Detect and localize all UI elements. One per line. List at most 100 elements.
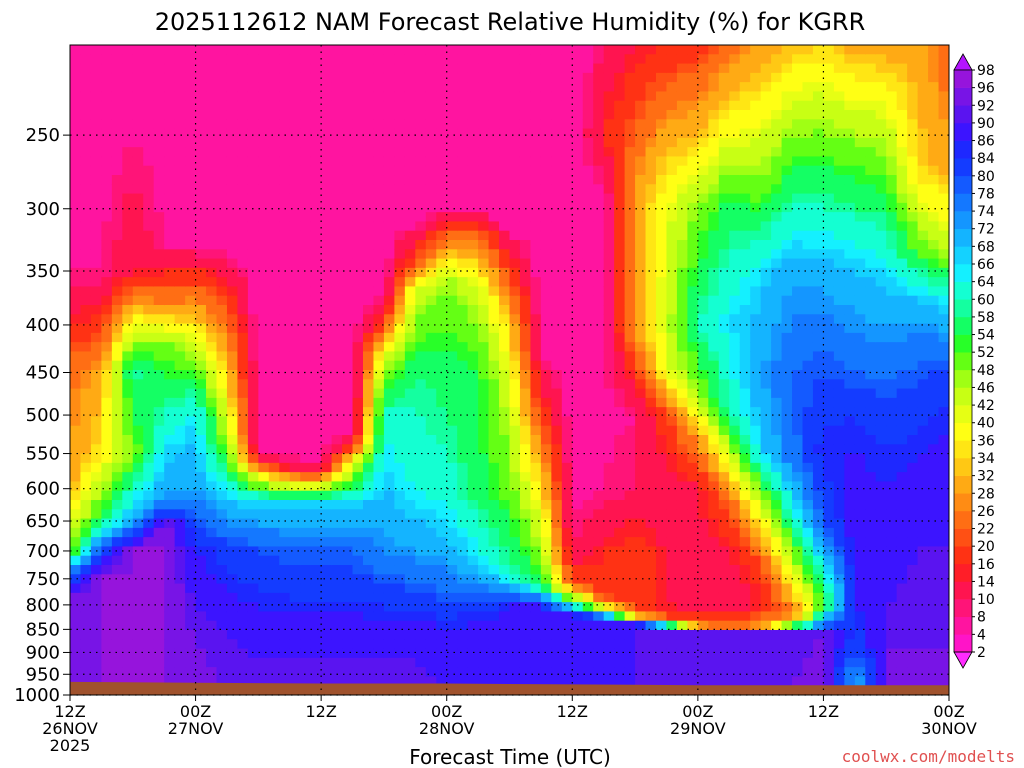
rh-cell: [310, 202, 322, 213]
rh-cell: [656, 453, 668, 464]
rh-cell: [572, 240, 584, 250]
rh-cell: [635, 630, 647, 640]
rh-cell: [342, 407, 354, 418]
rh-cell: [195, 509, 207, 520]
rh-cell: [352, 425, 364, 436]
rh-cell: [363, 490, 375, 501]
rh-cell: [499, 286, 511, 297]
rh-cell: [666, 657, 678, 668]
rh-cell: [174, 509, 186, 520]
rh-cell: [718, 202, 730, 213]
rh-cell: [310, 435, 322, 445]
rh-cell: [363, 500, 375, 510]
rh-cell: [153, 639, 165, 650]
rh-cell: [352, 472, 364, 483]
rh-cell: [80, 537, 92, 548]
rh-cell: [226, 212, 239, 223]
rh-cell: [802, 258, 814, 269]
rh-cell: [342, 240, 354, 250]
rh-cell: [174, 453, 186, 464]
rh-cell: [425, 667, 437, 678]
rh-cell: [383, 323, 395, 334]
rh-cell: [467, 639, 479, 650]
rh-cell: [750, 156, 762, 167]
rh-cell: [310, 370, 322, 380]
rh-cell: [415, 509, 427, 520]
rh-cell: [206, 490, 218, 501]
rh-cell: [551, 119, 563, 130]
rh-cell: [90, 277, 102, 288]
rh-cell: [530, 407, 542, 418]
rh-cell: [687, 537, 699, 548]
rh-cell: [509, 425, 521, 436]
rh-cell: [729, 332, 741, 343]
rh-cell: [279, 54, 291, 65]
rh-cell: [488, 481, 500, 492]
rh-cell: [132, 620, 144, 631]
rh-cell: [70, 490, 82, 501]
rh-cell: [519, 397, 532, 408]
rh-cell: [551, 295, 563, 306]
rh-cell: [781, 565, 793, 575]
rh-cell: [697, 657, 709, 668]
rh-cell: [331, 490, 343, 501]
rh-cell: [729, 379, 741, 390]
rh-cell: [310, 137, 322, 148]
rh-cell: [310, 657, 322, 668]
rh-cell: [676, 230, 688, 241]
rh-cell: [551, 379, 563, 390]
rh-cell: [174, 147, 186, 158]
rh-cell: [164, 175, 176, 185]
rh-cell: [708, 258, 720, 269]
rh-cell: [321, 221, 333, 232]
rh-cell: [101, 175, 113, 185]
rh-cell: [226, 481, 239, 492]
rh-cell: [488, 435, 500, 445]
rh-cell: [676, 611, 688, 622]
rh-cell: [499, 351, 511, 362]
rh-cell: [111, 509, 123, 520]
rh-cell: [237, 472, 249, 483]
rh-cell: [635, 147, 647, 158]
rh-cell: [488, 527, 500, 538]
rh-cell: [614, 500, 626, 510]
rh-cell: [739, 100, 751, 111]
rh-cell: [729, 305, 741, 315]
rh-cell: [760, 667, 772, 678]
rh-cell: [666, 314, 678, 325]
rh-cell: [729, 620, 741, 631]
rh-cell: [582, 360, 594, 371]
rh-cell: [645, 435, 657, 445]
rh-cell: [237, 258, 249, 269]
rh-cell: [425, 657, 437, 668]
rh-cell: [656, 630, 668, 640]
rh-cell: [226, 137, 239, 148]
rh-cell: [792, 332, 804, 343]
rh-cell: [530, 416, 542, 427]
rh-cell: [383, 490, 395, 501]
rh-cell: [624, 277, 636, 288]
rh-cell: [750, 175, 762, 185]
rh-cell: [383, 425, 395, 436]
rh-cell: [708, 175, 720, 185]
rh-cell: [394, 602, 406, 613]
rh-cell: [373, 175, 385, 185]
rh-cell: [436, 416, 448, 427]
rh-cell: [687, 110, 699, 120]
rh-cell: [572, 435, 584, 445]
rh-cell: [258, 323, 270, 334]
rh-cell: [519, 184, 532, 195]
rh-cell: [425, 509, 437, 520]
rh-cell: [509, 82, 521, 93]
rh-cell: [519, 342, 532, 353]
rh-cell: [729, 175, 741, 185]
rh-cell: [551, 147, 563, 158]
rh-cell: [645, 258, 657, 269]
rh-cell: [373, 630, 385, 640]
rh-cell: [352, 91, 364, 102]
rh-cell: [540, 221, 552, 232]
rh-cell: [289, 425, 301, 436]
rh-cell: [739, 667, 751, 678]
rh-cell: [561, 379, 573, 390]
rh-cell: [352, 537, 364, 548]
